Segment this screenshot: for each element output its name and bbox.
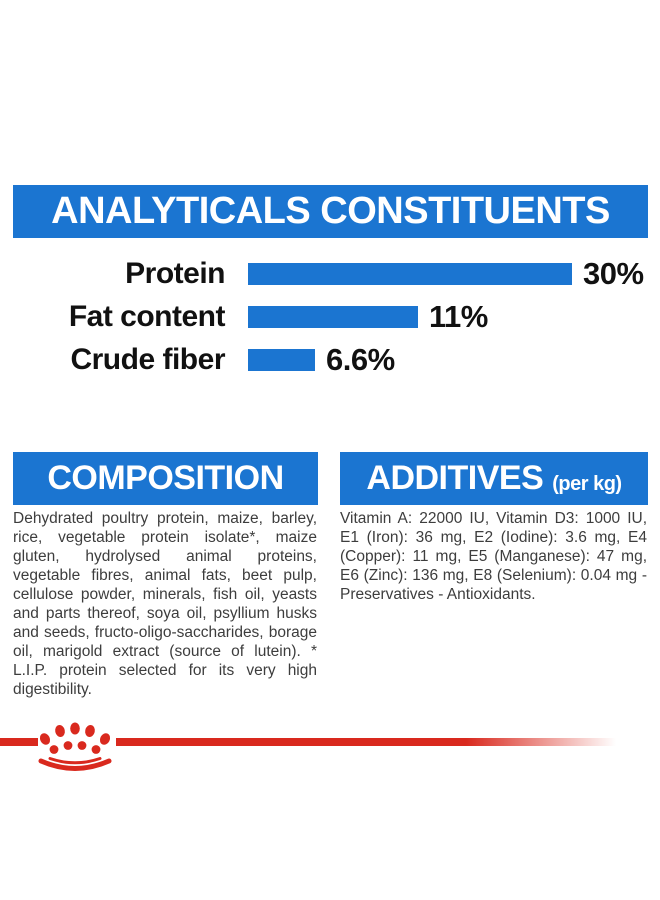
chart-row-crude-fiber: Crude fiber 6.6% xyxy=(0,338,660,381)
additives-text: Vitamin A: 22000 IU, Vitamin D3: 1000 IU… xyxy=(340,510,647,603)
analyticals-header: ANALYTICALS CONSTITUENTS xyxy=(13,185,648,238)
chart-bar-fat-content xyxy=(248,305,418,328)
chart-value-crude-fiber: 6.6% xyxy=(326,341,395,377)
chart-value-fat-content: 11% xyxy=(429,298,488,334)
chart-bar-crude-fiber xyxy=(248,348,315,371)
chart-label-crude-fiber: Crude fiber xyxy=(70,342,225,376)
analyticals-title: ANALYTICALS CONSTITUENTS xyxy=(51,190,610,232)
composition-header: COMPOSITION xyxy=(13,452,318,505)
chart-label-protein: Protein xyxy=(125,256,225,290)
chart-row-fat-content: Fat content 11% xyxy=(0,295,660,338)
chart-row-protein: Protein 30% xyxy=(0,252,660,295)
chart-value-protein: 30% xyxy=(583,255,644,291)
constituents-chart: Protein 30% Fat content 11% Crude fiber … xyxy=(0,252,660,381)
footer-rule-right xyxy=(116,738,616,746)
composition-text: Dehydrated poultry protein, maize, barle… xyxy=(13,510,317,698)
footer-rule-left xyxy=(0,738,38,746)
additives-title: ADDITIVES xyxy=(366,459,544,497)
additives-header: ADDITIVES (per kg) xyxy=(340,452,648,505)
chart-bar-protein xyxy=(248,262,572,285)
royal-canin-crown-logo xyxy=(38,722,112,771)
chart-label-fat-content: Fat content xyxy=(68,299,226,333)
composition-title: COMPOSITION xyxy=(47,459,284,497)
additives-unit-label: (per kg) xyxy=(552,473,622,495)
